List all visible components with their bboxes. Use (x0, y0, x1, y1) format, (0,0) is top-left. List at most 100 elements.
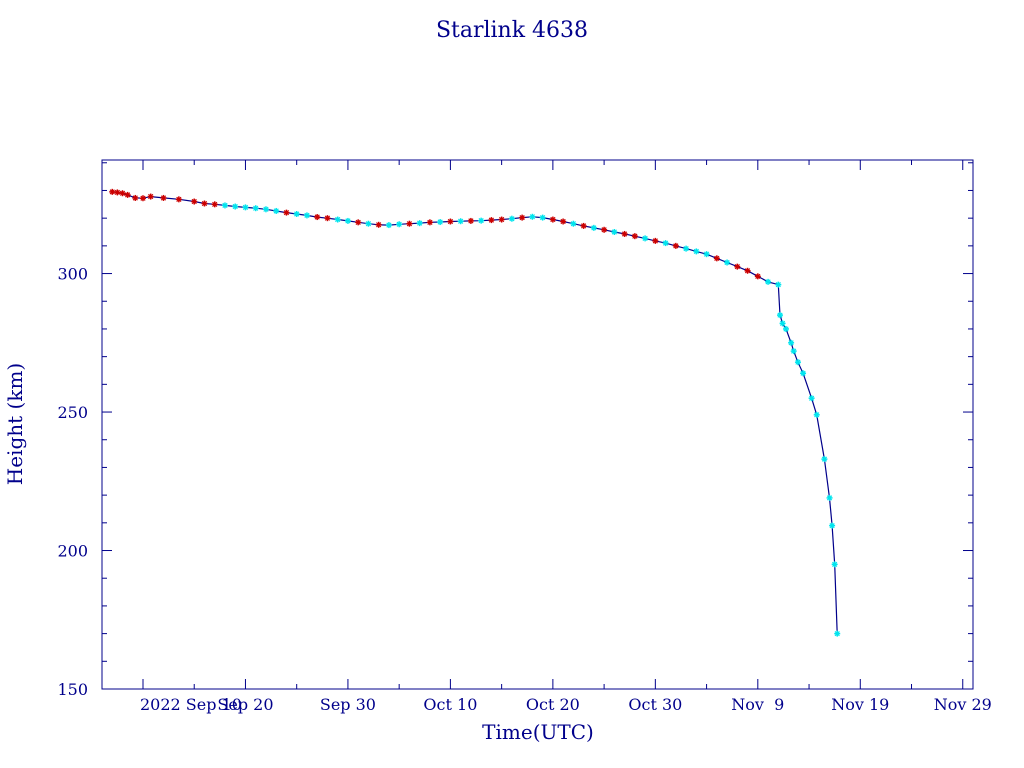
data-point-red (621, 230, 628, 237)
data-point-red (119, 190, 126, 197)
data-point-red (114, 189, 121, 196)
data-point-cyan (826, 494, 833, 501)
data-point-red (201, 200, 208, 207)
y-tick-label: 200 (57, 542, 88, 561)
data-point-red (713, 255, 720, 262)
data-point-red (631, 233, 638, 240)
data-point-cyan (794, 359, 801, 366)
data-point-cyan (252, 205, 259, 212)
data-point-cyan (813, 411, 820, 418)
data-point-cyan (683, 245, 690, 252)
data-point-cyan (262, 206, 269, 213)
x-tick-label: Nov 9 (731, 695, 784, 714)
data-point-cyan (790, 348, 797, 355)
series-line (112, 191, 838, 634)
data-point-red (734, 263, 741, 270)
data-point-cyan (834, 630, 841, 637)
y-tick-label: 150 (57, 680, 88, 699)
data-point-red (139, 195, 146, 202)
data-point-red (488, 217, 495, 224)
data-point-cyan (590, 224, 597, 231)
data-point-red (519, 214, 526, 221)
data-point-cyan (829, 522, 836, 529)
x-tick-label: 2022 Sep 10 (140, 695, 242, 714)
data-point-red (355, 219, 362, 226)
x-tick-label: Oct 30 (628, 695, 682, 714)
data-point-cyan (611, 229, 618, 236)
data-point-cyan (539, 214, 546, 221)
data-point-red (132, 194, 139, 201)
data-point-cyan (242, 204, 249, 211)
data-point-cyan (782, 325, 789, 332)
data-point-red (406, 220, 413, 227)
chart-title: Starlink 4638 (436, 18, 588, 43)
data-point-cyan (800, 370, 807, 377)
x-tick-label: Nov 29 (934, 695, 992, 714)
plot-frame (101, 159, 974, 690)
data-point-cyan (385, 222, 392, 229)
data-point-red (124, 191, 131, 198)
data-point-red (160, 194, 167, 201)
data-series (109, 188, 841, 637)
data-point-red (754, 273, 761, 280)
data-point-red (324, 215, 331, 222)
data-point-cyan (508, 215, 515, 222)
data-point-red (580, 222, 587, 229)
data-point-red (744, 267, 751, 274)
data-point-cyan (529, 213, 536, 220)
data-point-cyan (334, 216, 341, 223)
y-tick-label: 250 (57, 403, 88, 422)
data-point-red (498, 216, 505, 223)
data-point-red (109, 188, 116, 195)
data-point-cyan (303, 212, 310, 219)
data-point-red (175, 196, 182, 203)
data-point-red (283, 209, 290, 216)
data-point-cyan (831, 561, 838, 568)
data-point-cyan (344, 217, 351, 224)
data-point-cyan (724, 259, 731, 266)
data-point-red (147, 193, 154, 200)
data-point-cyan (775, 281, 782, 288)
data-point-red (314, 214, 321, 221)
data-point-cyan (273, 207, 280, 214)
data-point-cyan (703, 251, 710, 258)
data-point-cyan (821, 456, 828, 463)
data-point-red (426, 219, 433, 226)
data-point-cyan (365, 220, 372, 227)
data-point-red (467, 217, 474, 224)
data-point-red (211, 201, 218, 208)
data-point-red (191, 198, 198, 205)
data-point-red (549, 216, 556, 223)
x-tick-label: Oct 20 (526, 695, 580, 714)
data-point-cyan (662, 240, 669, 247)
data-point-cyan (765, 278, 772, 285)
data-point-cyan (221, 202, 228, 209)
data-point-red (672, 242, 679, 249)
x-axis-label: Time(UTC) (482, 720, 594, 744)
data-point-cyan (642, 235, 649, 242)
data-point-cyan (293, 211, 300, 218)
x-tick-label: Nov 19 (831, 695, 889, 714)
data-point-cyan (788, 339, 795, 346)
data-point-red (375, 221, 382, 228)
data-point-red (447, 218, 454, 225)
x-tick-label: Sep 30 (320, 695, 376, 714)
data-point-cyan (416, 220, 423, 227)
y-axis-ticks: 150 200 250 300 (57, 162, 973, 699)
y-axis-label: Height (km) (3, 363, 27, 485)
data-point-cyan (777, 312, 784, 319)
data-point-cyan (478, 217, 485, 224)
data-point-cyan (693, 248, 700, 255)
data-point-cyan (457, 218, 464, 225)
data-point-cyan (779, 320, 786, 327)
data-point-red (652, 237, 659, 244)
data-point-cyan (396, 221, 403, 228)
data-point-cyan (232, 203, 239, 210)
data-point-cyan (437, 219, 444, 226)
data-point-cyan (808, 395, 815, 402)
data-point-cyan (570, 220, 577, 227)
y-tick-label: 300 (57, 265, 88, 284)
data-point-red (601, 226, 608, 233)
